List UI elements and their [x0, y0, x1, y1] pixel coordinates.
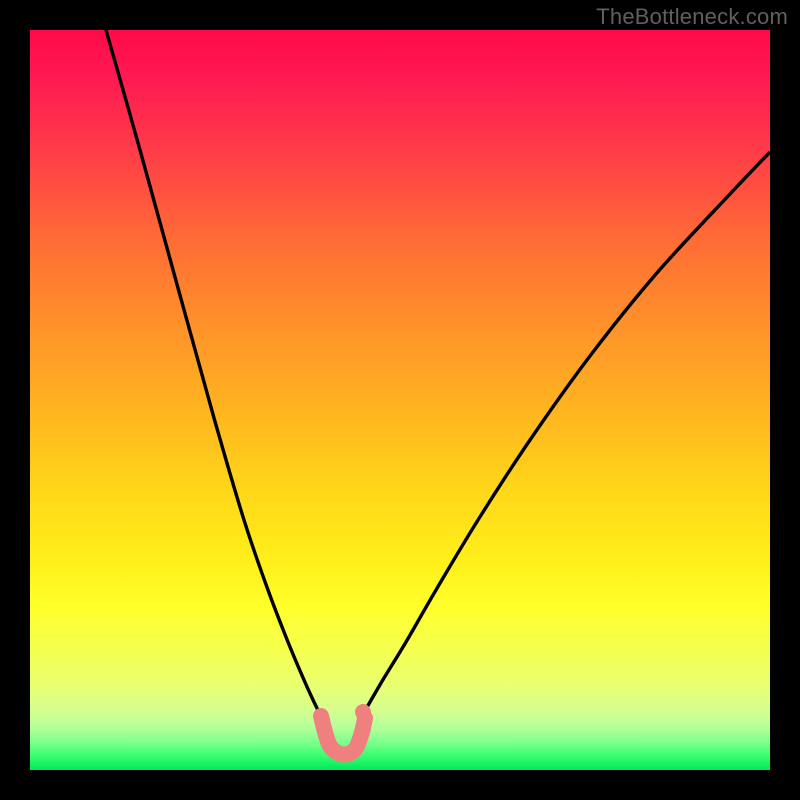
curve-right-branch: [360, 152, 770, 720]
plot-area: [30, 30, 770, 770]
curve-layer: [30, 30, 770, 770]
chart-frame: TheBottleneck.com: [0, 0, 800, 800]
curve-left-branch: [106, 30, 323, 720]
trough-marker-dot: [355, 704, 371, 720]
watermark-text: TheBottleneck.com: [596, 4, 788, 30]
trough-marker: [321, 716, 365, 754]
